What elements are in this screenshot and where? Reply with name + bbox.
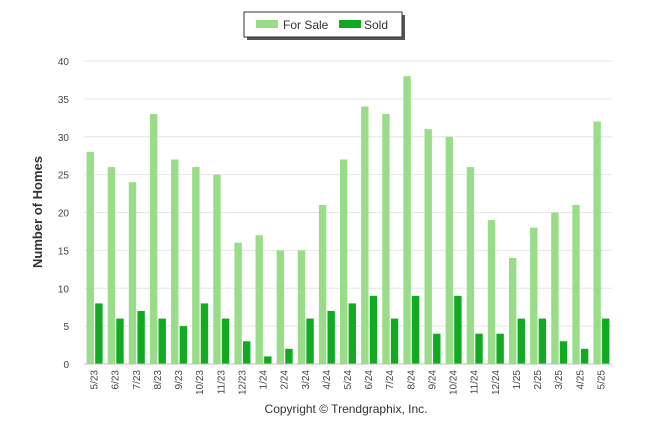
bar-for-sale — [318, 204, 327, 364]
bar-sold — [158, 318, 166, 364]
x-tick-label: 5/25 — [596, 370, 607, 390]
bar-for-sale — [361, 106, 369, 364]
bar-for-sale — [445, 136, 453, 364]
x-tick-label: 12/23 — [237, 370, 248, 395]
x-axis-ticks: 5/23 6/23 7/23 8/23 9/23 10/23 11/23 12/23 1/24 2… — [90, 370, 608, 395]
bar-sold — [221, 318, 230, 364]
bar-sold — [475, 333, 483, 364]
x-tick-label: 10/24 — [449, 370, 460, 395]
x-tick-label: 2/25 — [533, 370, 544, 390]
x-tick-label: 6/23 — [111, 370, 122, 390]
legend: For Sale Sold — [243, 11, 405, 40]
bar-sold — [95, 303, 103, 364]
x-tick-label: 1/25 — [512, 370, 523, 390]
bar-sold — [411, 295, 420, 364]
x-tick-label: 9/23 — [174, 370, 185, 390]
bars — [86, 76, 610, 365]
bar-for-sale — [128, 182, 137, 364]
bar-for-sale — [149, 114, 158, 365]
bar-for-sale — [403, 76, 411, 365]
bar-for-sale — [466, 167, 475, 364]
y-tick-label: 10 — [58, 284, 70, 295]
x-tick-label: 9/24 — [427, 370, 438, 390]
bar-sold — [243, 341, 251, 364]
legend-label-for-sale: For Sale — [283, 18, 329, 32]
x-tick-label: 8/23 — [153, 370, 164, 390]
x-tick-label: 12/24 — [491, 370, 502, 395]
bar-for-sale — [297, 250, 306, 364]
bar-for-sale — [424, 129, 432, 364]
x-tick-label: 4/24 — [322, 370, 333, 390]
bar-sold — [137, 310, 145, 364]
x-tick-label: 5/24 — [343, 370, 354, 390]
legend-swatch-for-sale — [256, 20, 278, 28]
y-tick-label: 25 — [58, 171, 70, 182]
bar-for-sale — [530, 227, 538, 364]
bar-sold — [285, 348, 293, 364]
bar-for-sale — [171, 159, 179, 364]
bar-sold — [559, 341, 568, 364]
y-tick-label: 20 — [58, 209, 70, 220]
bar-for-sale — [107, 167, 116, 364]
x-tick-label: 7/24 — [385, 370, 396, 390]
x-tick-label: 6/24 — [364, 370, 375, 390]
bar-sold — [390, 318, 399, 364]
bar-for-sale — [340, 159, 348, 364]
legend-swatch-sold — [339, 20, 361, 28]
x-tick-label: 2/24 — [280, 370, 291, 390]
bar-for-sale — [276, 250, 285, 364]
y-axis-ticks: 0 5 10 15 20 25 30 35 40 — [58, 57, 70, 371]
bar-for-sale — [213, 174, 221, 364]
bar-for-sale — [551, 212, 559, 364]
bar-sold — [538, 318, 547, 364]
bar-sold — [454, 295, 462, 364]
x-tick-label: 10/23 — [195, 370, 206, 395]
y-tick-label: 5 — [63, 322, 69, 333]
bar-sold — [116, 318, 124, 364]
bar-for-sale — [192, 167, 200, 364]
bar-sold — [306, 318, 314, 364]
x-tick-label: 5/23 — [90, 370, 101, 390]
y-axis-label: Number of Homes — [30, 156, 45, 268]
y-tick-label: 35 — [58, 95, 70, 106]
bar-for-sale — [382, 114, 390, 365]
x-tick-label: 7/23 — [132, 370, 143, 390]
copyright-text: Copyright © Trendgraphix, Inc. — [265, 402, 428, 416]
bar-sold — [580, 348, 589, 364]
bar-sold — [602, 318, 610, 364]
x-tick-label: 3/25 — [554, 370, 565, 390]
bar-sold — [179, 326, 188, 364]
x-tick-label: 11/23 — [216, 370, 227, 395]
bar-for-sale — [255, 235, 263, 364]
x-tick-label: 1/24 — [259, 370, 270, 390]
x-tick-label: 11/24 — [470, 370, 481, 395]
y-tick-label: 30 — [58, 133, 70, 144]
bar-sold — [496, 333, 504, 364]
bar-sold — [348, 303, 356, 364]
bar-sold — [369, 295, 378, 364]
bar-sold — [264, 356, 272, 364]
y-tick-label: 40 — [58, 57, 70, 68]
bar-for-sale — [234, 242, 242, 364]
bar-for-sale — [593, 121, 601, 364]
x-tick-label: 8/24 — [406, 370, 417, 390]
x-tick-label: 3/24 — [301, 370, 312, 390]
legend-label-sold: Sold — [364, 18, 388, 32]
bar-sold — [433, 333, 441, 364]
bar-for-sale — [508, 257, 517, 364]
bar-sold — [517, 318, 525, 364]
x-tick-label: 4/25 — [575, 370, 586, 390]
bar-sold — [200, 303, 209, 364]
y-tick-label: 15 — [58, 246, 70, 257]
bar-sold — [327, 310, 335, 364]
bar-for-sale — [572, 204, 580, 364]
y-tick-label: 0 — [63, 360, 69, 371]
bar-for-sale — [86, 151, 94, 364]
bar-for-sale — [487, 220, 496, 364]
